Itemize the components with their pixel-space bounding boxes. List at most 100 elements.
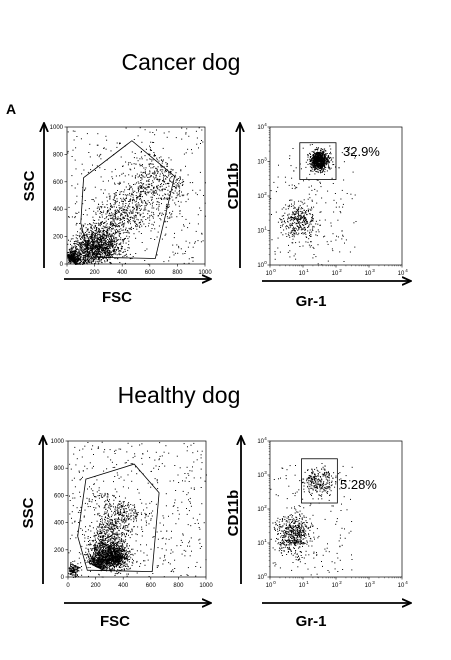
event-dot [82,261,84,263]
event-dot [165,205,167,207]
event-dot [106,200,108,202]
event-dot [108,209,110,211]
event-dot [313,151,315,153]
event-dot [135,225,136,227]
event-dot [111,171,113,173]
event-dot [176,244,178,246]
event-dot [121,248,123,250]
event-dot [114,214,116,216]
event-dot [317,162,319,163]
event-dot [158,160,160,162]
event-dot [122,541,124,543]
event-dot [177,252,179,254]
event-dot [132,190,134,192]
event-dot [314,156,316,158]
event-dot [314,155,316,157]
event-dot [111,516,112,518]
event-dot [86,133,88,135]
event-dot [109,516,111,518]
event-dot [117,218,119,220]
event-dot [134,190,136,192]
event-dot [108,228,110,229]
event-dot [162,213,164,215]
event-dot [125,227,127,229]
event-dot [309,166,311,168]
event-dot [135,237,137,239]
event-dot [136,196,138,198]
event-dot [154,134,156,136]
event-dot [110,230,112,232]
event-dot [87,256,89,258]
event-dot [74,255,76,257]
event-dot [144,173,146,175]
event-dot [158,179,160,181]
event-dot [315,156,317,157]
event-dot [309,173,311,175]
event-dot [136,197,138,199]
event-dot [129,168,131,170]
event-dot [69,250,71,252]
event-dot [85,209,87,211]
event-dot [347,149,348,151]
event-dot [293,206,295,208]
event-dot [154,177,156,179]
event-dot [111,531,113,533]
event-dot [194,241,196,243]
event-dot [314,166,316,168]
event-dot [174,187,176,189]
event-dot [319,155,321,157]
event-dot [117,211,119,213]
event-dot [140,193,142,195]
event-dot [124,517,126,519]
event-dot [84,255,86,257]
event-dot [299,246,301,247]
event-dot [287,208,289,210]
event-dot [94,232,96,234]
event-dot [77,255,79,257]
event-dot [322,164,324,166]
event-dot [110,546,112,548]
event-dot [101,244,103,246]
event-dot [108,505,110,507]
event-dot [103,536,104,538]
event-dot [92,244,94,246]
event-dot [89,238,91,240]
event-dot [67,152,69,154]
event-dot [107,232,109,234]
event-dot [105,532,107,534]
event-dot [68,206,70,208]
event-dot [317,169,319,171]
event-dot [78,249,80,251]
event-dot [322,157,324,159]
event-dot [128,220,130,222]
event-dot [110,214,112,216]
event-dot [313,165,314,167]
event-dot [164,193,166,195]
event-dot [179,183,181,185]
event-dot [82,241,84,243]
event-dot [109,213,111,215]
event-dot [329,158,330,160]
event-dot [91,234,93,236]
event-dot [179,213,181,215]
event-dot [77,254,79,256]
event-dot [294,185,295,187]
event-dot [86,243,88,245]
event-dot [159,175,161,177]
event-dot [282,223,284,225]
event-dot [125,197,127,199]
event-dot [82,255,84,257]
event-dot [89,223,91,225]
event-dot [126,195,128,197]
event-dot [311,217,313,219]
event-dot [322,161,324,163]
event-dot [72,256,74,258]
event-dot [295,223,297,225]
event-dot [73,249,75,251]
event-dot [168,131,170,133]
event-dot [86,236,88,238]
event-dot [321,161,323,163]
event-dot [102,203,104,205]
event-dot [290,205,292,207]
event-dot [131,186,133,188]
